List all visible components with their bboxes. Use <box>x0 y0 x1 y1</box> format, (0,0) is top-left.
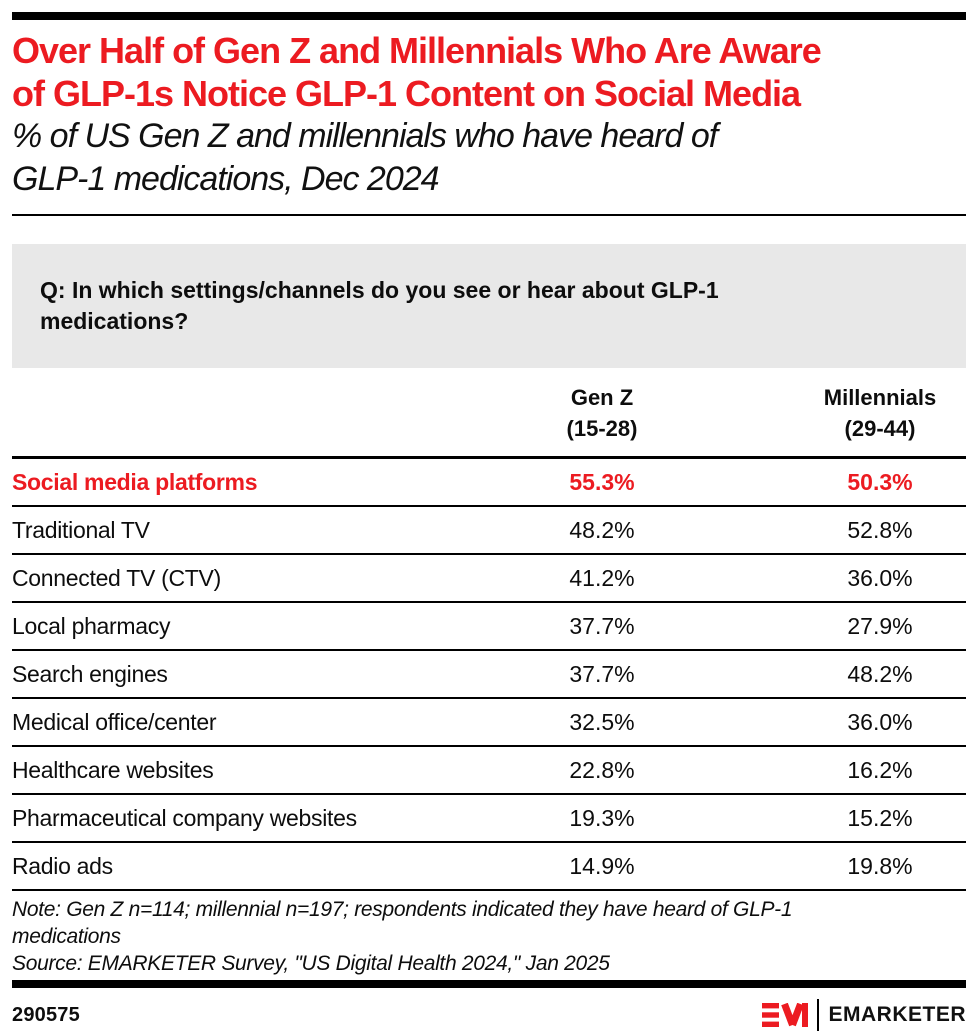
genz-header-sublabel: (15-28) <box>566 416 638 441</box>
millennials-value: 36.0% <box>847 564 913 591</box>
chart-title-line2: of GLP-1s Notice GLP-1 Content on Social… <box>12 73 801 114</box>
emarketer-wordmark: EMARKETER <box>828 1003 966 1026</box>
table-row: Connected TV (CTV) 41.2% 36.0% <box>12 555 966 603</box>
table-body: Social media platforms 55.3% 50.3% Traditio… <box>12 459 966 891</box>
table-row: Social media platforms 55.3% 50.3% <box>12 459 966 507</box>
survey-question-box: Q: In which settings/channels do you see… <box>12 244 966 368</box>
genz-value: 37.7% <box>569 612 635 639</box>
genz-value: 22.8% <box>569 756 635 783</box>
genz-value: 48.2% <box>569 516 635 543</box>
chart-subtitle-line2: GLP-1 medications, Dec 2024 <box>12 160 440 198</box>
footer: 290575 EMARKETER <box>12 999 966 1031</box>
table-row: Medical office/center 32.5% 36.0% <box>12 699 966 747</box>
survey-question-line2: medications? <box>40 308 189 334</box>
genz-value: 55.3% <box>569 468 635 495</box>
table-header-row: Gen Z (15-28) Millennials (29-44) <box>12 382 966 459</box>
millennials-value: 19.8% <box>847 852 913 879</box>
table-row: Pharmaceutical company websites 19.3% 15.2… <box>12 795 966 843</box>
row-label: Healthcare websites <box>12 756 214 783</box>
millennials-header-sublabel: (29-44) <box>844 416 916 441</box>
table-row: Local pharmacy 37.7% 27.9% <box>12 603 966 651</box>
chart-title: Over Half of Gen Z and Millennials Who A… <box>12 29 966 115</box>
brand-divider <box>817 999 820 1031</box>
chart-id: 290575 <box>12 1003 80 1026</box>
footnote-block: Note: Gen Z n=114; millennial n=197; res… <box>12 896 966 977</box>
millennials-value: 50.3% <box>847 468 913 495</box>
row-label: Pharmaceutical company websites <box>12 804 357 831</box>
row-label: Search engines <box>12 660 168 687</box>
genz-value: 41.2% <box>569 564 635 591</box>
bottom-black-bar <box>12 980 966 988</box>
chart-subtitle-line1: % of US Gen Z and millennials who have h… <box>12 117 718 155</box>
millennials-value: 15.2% <box>847 804 913 831</box>
millennials-value: 48.2% <box>847 660 913 687</box>
millennials-value: 36.0% <box>847 708 913 735</box>
table-row: Search engines 37.7% 48.2% <box>12 651 966 699</box>
genz-value: 14.9% <box>569 852 635 879</box>
genz-value: 19.3% <box>569 804 635 831</box>
top-black-bar <box>12 12 966 20</box>
chart-title-line1: Over Half of Gen Z and Millennials Who A… <box>12 30 822 71</box>
row-label: Connected TV (CTV) <box>12 564 221 591</box>
emarketer-logo-icon <box>762 1003 809 1027</box>
header-divider <box>12 214 966 216</box>
genz-value: 32.5% <box>569 708 635 735</box>
survey-question-line1: Q: In which settings/channels do you see… <box>40 277 719 303</box>
table-row: Healthcare websites 22.8% 16.2% <box>12 747 966 795</box>
table-row: Traditional TV 48.2% 52.8% <box>12 507 966 555</box>
table-header-millennials: Millennials (29-44) <box>708 382 966 444</box>
row-label: Local pharmacy <box>12 612 171 639</box>
row-label: Traditional TV <box>12 516 150 543</box>
emarketer-brand: EMARKETER <box>762 999 966 1031</box>
row-label: Social media platforms <box>12 468 258 495</box>
millennials-value: 16.2% <box>847 756 913 783</box>
note-line1: Note: Gen Z n=114; millennial n=197; res… <box>12 898 793 921</box>
source-line: Source: EMARKETER Survey, "US Digital He… <box>12 952 610 975</box>
genz-header-label: Gen Z <box>570 385 634 410</box>
note-line2: medications <box>12 925 121 948</box>
chart-subtitle: % of US Gen Z and millennials who have h… <box>12 115 966 201</box>
millennials-value: 52.8% <box>847 516 913 543</box>
row-label: Radio ads <box>12 852 113 879</box>
table-header-genz: Gen Z (15-28) <box>496 382 708 444</box>
millennials-value: 27.9% <box>847 612 913 639</box>
table-row: Radio ads 14.9% 19.8% <box>12 843 966 891</box>
row-label: Medical office/center <box>12 708 217 735</box>
genz-value: 37.7% <box>569 660 635 687</box>
millennials-header-label: Millennials <box>823 385 937 410</box>
